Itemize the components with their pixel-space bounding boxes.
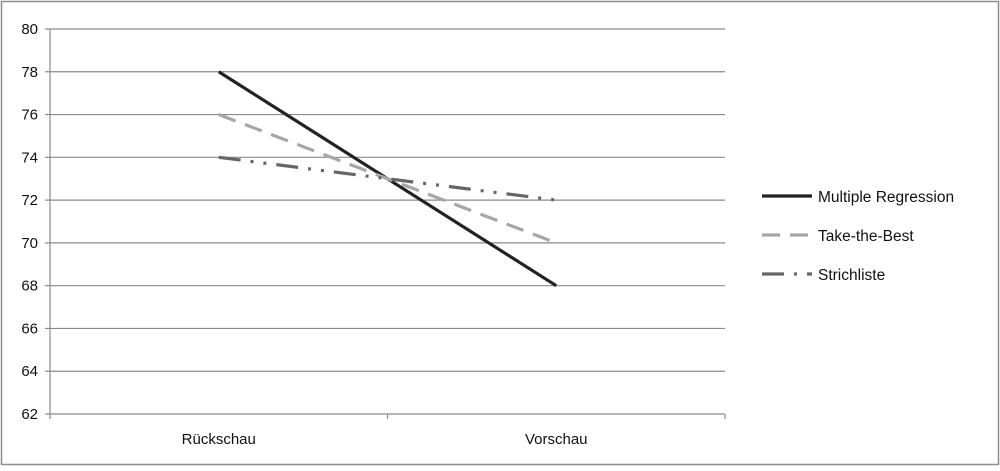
series-lines	[217, 70, 558, 288]
y-tick-label: 78	[21, 64, 38, 81]
x-axis-ticks: Rückschau Vorschau	[182, 431, 588, 448]
x-tick-label: Rückschau	[182, 431, 256, 448]
x-tick-label: Vorschau	[525, 431, 588, 448]
y-tick-label: 62	[21, 406, 38, 423]
series-line-2	[218, 113, 557, 245]
y-tick-label: 70	[21, 235, 38, 252]
gridlines	[50, 28, 725, 372]
y-tick-label: 66	[21, 320, 38, 337]
legend-label: Strichliste	[818, 267, 885, 284]
y-axis-ticks: 62 64 66 68 70 72 74 76 78 80	[21, 21, 38, 423]
y-tick-label: 64	[21, 363, 38, 380]
y-tick-label: 76	[21, 107, 38, 124]
legend: Multiple Regression Take-the-Best Strichli…	[762, 189, 954, 284]
legend-label: Take-the-Best	[818, 228, 914, 245]
y-tick-label: 74	[21, 149, 38, 166]
y-tick-label: 72	[21, 192, 38, 209]
y-tick-label: 80	[21, 21, 38, 38]
axes	[45, 28, 726, 419]
legend-label: Multiple Regression	[818, 189, 954, 206]
y-tick-label: 68	[21, 278, 38, 295]
